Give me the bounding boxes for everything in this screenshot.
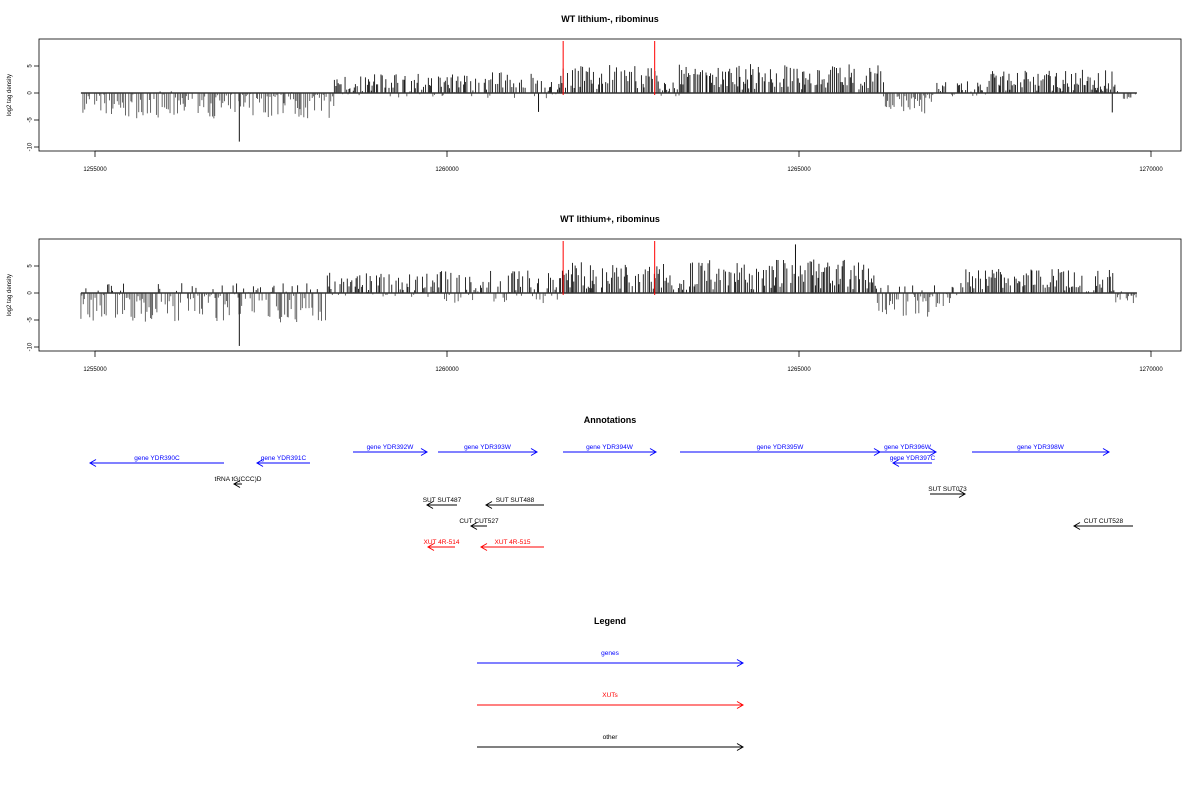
- legend-entry-label: genes: [601, 650, 619, 657]
- annotation-label: tRNA tG(CCC)D: [215, 476, 262, 483]
- arrow-head: [530, 448, 538, 456]
- annotation-label: gene YDR394W: [586, 444, 634, 451]
- arrow-head: [892, 459, 900, 467]
- annotation-arrow: [89, 459, 224, 467]
- legend-entry-label: XUTs: [602, 692, 618, 699]
- arrow-head: [480, 543, 488, 551]
- annotation-arrow: [485, 501, 544, 509]
- annotation-label: gene YDR397C: [890, 455, 936, 462]
- annotation-arrow: [353, 448, 428, 456]
- y-tick-label: -10: [28, 342, 34, 351]
- annotation-arrow: [1073, 522, 1133, 530]
- arrow-head: [929, 448, 937, 456]
- arrow-head: [470, 522, 478, 530]
- annotation-arrow: [256, 459, 310, 467]
- x-tick-label: 1270000: [1139, 167, 1163, 173]
- annotation-arrow: [233, 480, 242, 488]
- x-tick-label: 1260000: [435, 367, 459, 373]
- arrow-head: [736, 701, 744, 709]
- y-tick-label: -5: [28, 317, 34, 323]
- arrow-head: [256, 459, 264, 467]
- density-bars: [80, 244, 1137, 346]
- arrow-head: [1102, 448, 1110, 456]
- y-tick-label: -10: [28, 142, 34, 151]
- arrow-head: [420, 448, 428, 456]
- annotation-label: gene YDR390C: [134, 455, 180, 462]
- annotation-arrow: [477, 659, 744, 667]
- annotation-label: SUT SUT487: [423, 497, 462, 504]
- track-panel-1: [34, 38, 1182, 157]
- arrow-head: [958, 490, 966, 498]
- arrow-head: [426, 501, 434, 509]
- x-tick-label: 1255000: [83, 167, 107, 173]
- annotation-arrow: [477, 743, 744, 751]
- plot-frame: [38, 38, 1182, 152]
- y-tick-label: 5: [28, 264, 34, 268]
- annotation-arrow: [426, 501, 457, 509]
- annotation-label: SUT SUT073: [928, 486, 967, 493]
- annotation-arrow: [470, 522, 487, 530]
- arrow-head: [233, 480, 241, 488]
- annotation-arrow: [972, 448, 1110, 456]
- x-tick-label: 1265000: [787, 167, 811, 173]
- arrow-head: [649, 448, 657, 456]
- annotation-label: gene YDR393W: [464, 444, 512, 451]
- panel-title: WT lithium-, ribominus: [561, 14, 659, 24]
- legend-title: Legend: [594, 616, 626, 626]
- annotation-arrow: [427, 543, 455, 551]
- arrow-head: [1073, 522, 1081, 530]
- annotations-title: Annotations: [584, 415, 637, 425]
- annotation-label: gene YDR395W: [757, 444, 805, 451]
- arrow-head: [736, 743, 744, 751]
- x-tick-label: 1270000: [1139, 367, 1163, 373]
- arrow-head: [485, 501, 493, 509]
- arrow-head: [427, 543, 435, 551]
- y-axis-label: log2 tag density: [7, 74, 13, 116]
- annotation-label: SUT SUT488: [496, 497, 535, 504]
- arrow-head: [736, 659, 744, 667]
- annotation-label: CUT CUT527: [459, 518, 499, 525]
- annotation-label: gene YDR398W: [1017, 444, 1065, 451]
- annotation-track: [89, 448, 1133, 551]
- annotation-label: gene YDR391C: [261, 455, 307, 462]
- legend: [477, 659, 744, 751]
- annotation-arrow: [480, 543, 544, 551]
- annotation-arrow: [563, 448, 657, 456]
- annotation-arrow: [438, 448, 538, 456]
- annotation-label: gene YDR396W: [884, 444, 932, 451]
- legend-entry-label: other: [603, 734, 619, 741]
- x-tick-label: 1255000: [83, 367, 107, 373]
- annotation-arrow: [477, 701, 744, 709]
- track-panel-2: [34, 238, 1182, 357]
- y-tick-label: 0: [28, 291, 34, 295]
- annotation-label: CUT CUT528: [1084, 518, 1124, 525]
- y-tick-label: 0: [28, 91, 34, 95]
- annotation-arrow: [930, 490, 966, 498]
- y-axis-label: log2 tag density: [7, 274, 13, 316]
- annotation-arrow: [892, 459, 932, 467]
- arrow-head: [89, 459, 97, 467]
- annotation-arrow: [879, 448, 937, 456]
- x-tick-label: 1260000: [435, 167, 459, 173]
- annotation-label: XUT 4R-515: [494, 539, 530, 546]
- annotation-label: gene YDR392W: [367, 444, 415, 451]
- annotation-label: XUT 4R-514: [423, 539, 459, 546]
- panel-title: WT lithium+, ribominus: [560, 214, 660, 224]
- y-tick-label: -5: [28, 117, 34, 123]
- y-tick-label: 5: [28, 64, 34, 68]
- density-bars: [82, 64, 1136, 142]
- x-tick-label: 1265000: [787, 367, 811, 373]
